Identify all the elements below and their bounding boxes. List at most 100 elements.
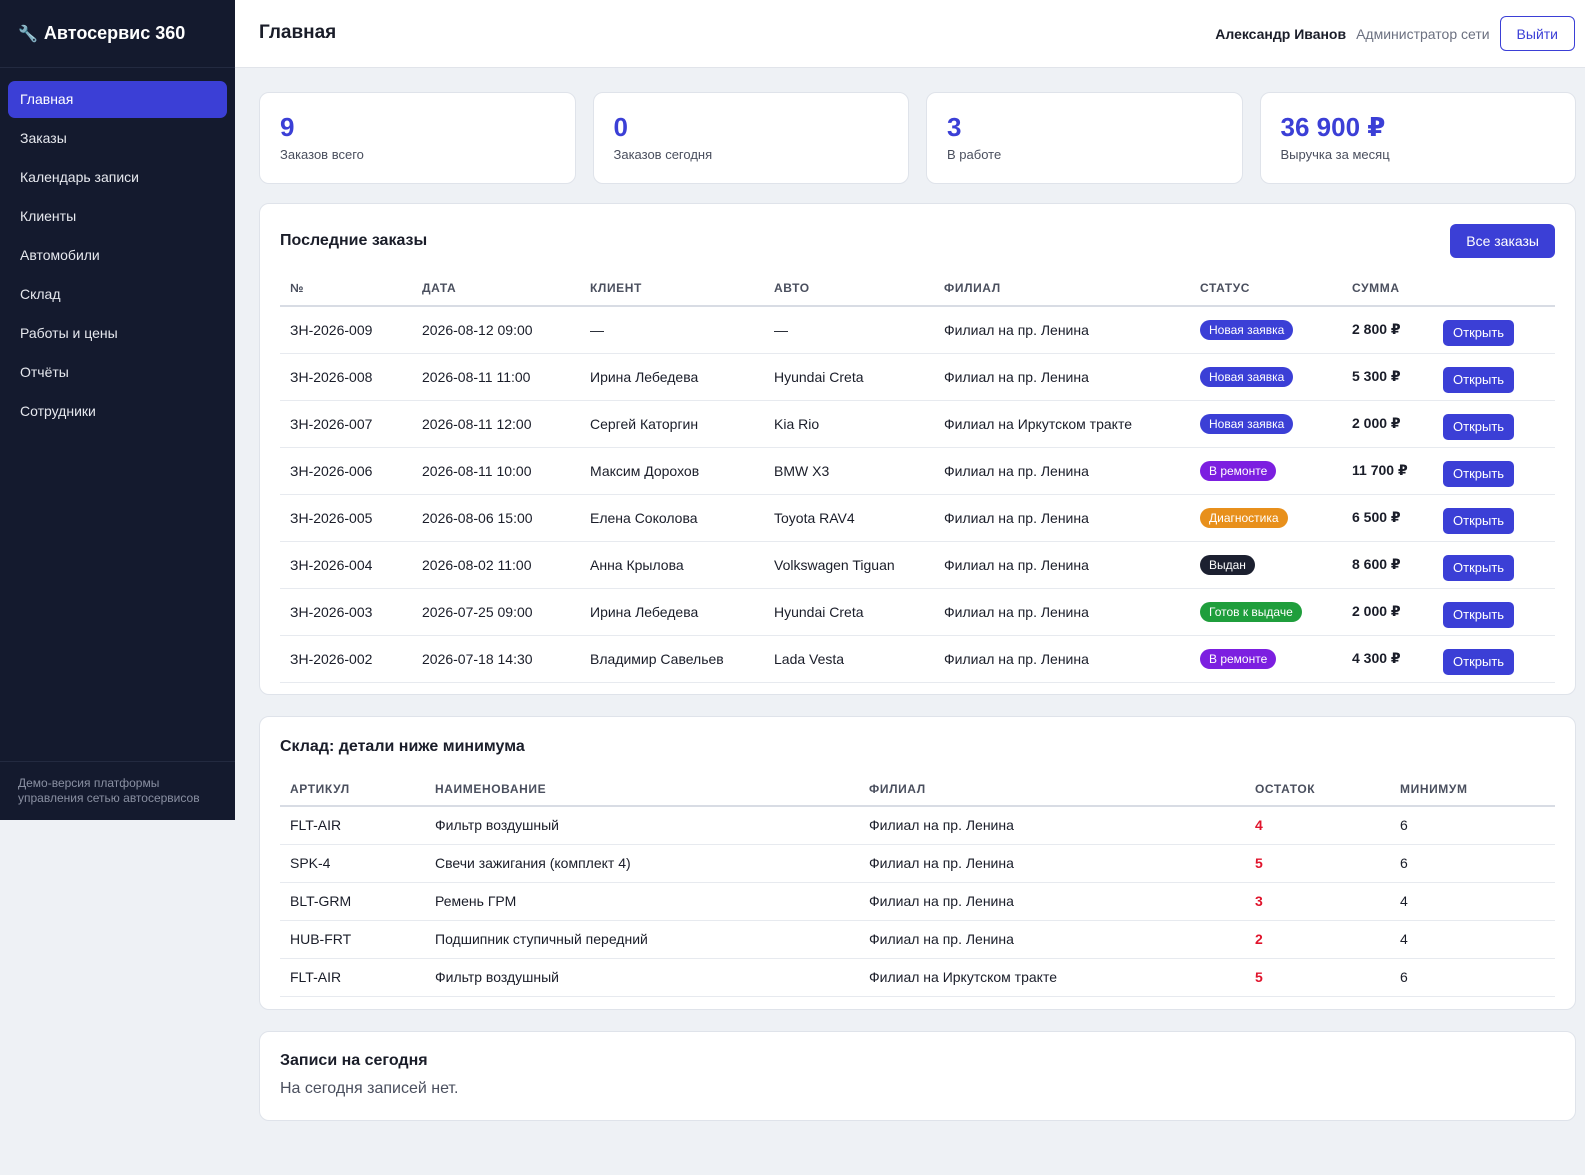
- table-row: ЗН-2026-005 2026-08-06 15:00 Елена Соколов…: [280, 494, 1555, 542]
- part-remaining: 4: [1245, 806, 1390, 845]
- sidebar-item-warehouse[interactable]: Склад: [20, 286, 61, 302]
- user-panel: Александр Иванов Администратор сети Выйт…: [1215, 16, 1575, 51]
- user-role: Администратор сети: [1356, 25, 1490, 42]
- sidebar-item-staff[interactable]: Сотрудники: [20, 403, 96, 419]
- user-name: Александр Иванов: [1215, 25, 1347, 42]
- part-branch: Филиал на Иркутском тракте: [859, 958, 1245, 997]
- order-number: ЗН-2026-009: [280, 306, 412, 354]
- sidebar-item-services[interactable]: Работы и цены: [20, 325, 118, 341]
- order-car: Toyota RAV4: [764, 494, 934, 542]
- order-status-cell: Готов к выдаче: [1190, 588, 1342, 636]
- table-row: HUB-FRT Подшипник ступичный передний Филиа…: [280, 920, 1555, 959]
- status-badge: Новая заявка: [1200, 413, 1294, 434]
- status-badge: В ремонте: [1200, 460, 1277, 481]
- sidebar-item-clients[interactable]: Клиенты: [20, 208, 77, 224]
- order-number: ЗН-2026-007: [280, 400, 412, 448]
- order-action-cell: Открыть: [1433, 306, 1555, 354]
- open-order-button[interactable]: Открыть: [1443, 507, 1515, 534]
- status-badge: Готов к выдаче: [1200, 601, 1302, 622]
- order-amount: 11 700 ₽: [1342, 447, 1433, 495]
- stat-card-in-progress: 3 В работе: [926, 92, 1243, 184]
- order-client: —: [580, 306, 764, 354]
- wrench-icon: 🔧: [18, 25, 38, 43]
- all-orders-button[interactable]: Все заказы: [1450, 224, 1555, 258]
- order-number: ЗН-2026-003: [280, 588, 412, 636]
- table-row: SPK-4 Свечи зажигания (комплект 4) Филиал …: [280, 844, 1555, 883]
- column-header: №: [280, 270, 412, 307]
- open-order-button[interactable]: Открыть: [1443, 319, 1515, 346]
- order-car: Volkswagen Tiguan: [764, 541, 934, 589]
- stat-label: Заказов сегодня: [613, 147, 713, 162]
- order-client: Ирина Лебедева: [580, 353, 764, 401]
- brand-title: Автосервис 360: [43, 23, 186, 43]
- order-client: Елена Соколова: [580, 494, 764, 542]
- order-car: Hyundai Creta: [764, 353, 934, 401]
- stat-value: 9: [280, 112, 295, 142]
- table-row: ЗН-2026-008 2026-08-11 11:00 Ирина Лебедев…: [280, 353, 1555, 401]
- order-status-cell: В ремонте: [1190, 447, 1342, 495]
- part-branch: Филиал на пр. Ленина: [859, 844, 1245, 883]
- table-row: ЗН-2026-007 2026-08-11 12:00 Сергей Каторг…: [280, 400, 1555, 448]
- logout-button[interactable]: Выйти: [1499, 16, 1575, 51]
- sidebar-item-reports[interactable]: Отчёты: [20, 364, 69, 380]
- part-branch: Филиал на пр. Ленина: [859, 920, 1245, 959]
- open-order-button[interactable]: Открыть: [1443, 460, 1515, 487]
- brand[interactable]: 🔧 Автосервис 360: [0, 0, 235, 68]
- stat-label: Заказов всего: [280, 147, 364, 162]
- order-number: ЗН-2026-004: [280, 541, 412, 589]
- column-header: ДАТА: [412, 270, 580, 307]
- part-branch: Филиал на пр. Ленина: [859, 806, 1245, 845]
- column-header: [1433, 270, 1555, 307]
- stats-row: 9 Заказов всего 0 Заказов сегодня 3 В ра…: [259, 92, 1576, 184]
- order-date: 2026-07-18 14:30: [412, 635, 580, 683]
- part-minimum: 6: [1390, 844, 1555, 883]
- column-header: НАИМЕНОВАНИЕ: [425, 772, 859, 807]
- open-order-button[interactable]: Открыть: [1443, 413, 1515, 440]
- part-remaining: 5: [1245, 958, 1390, 997]
- stat-value: 36 900 ₽: [1280, 112, 1386, 142]
- order-status-cell: Новая заявка: [1190, 353, 1342, 401]
- sidebar-item-home[interactable]: Главная: [8, 81, 227, 118]
- status-badge: Выдан: [1200, 554, 1255, 575]
- recent-orders-panel: Последние заказы Все заказы № ДАТА КЛИЕН…: [259, 203, 1576, 695]
- sidebar-item-orders[interactable]: Заказы: [20, 130, 67, 146]
- sidebar-item-calendar[interactable]: Календарь записи: [20, 169, 139, 185]
- order-car: Hyundai Creta: [764, 588, 934, 636]
- order-number: ЗН-2026-002: [280, 635, 412, 683]
- sidebar: 🔧 Автосервис 360 Главная Заказы Календар…: [0, 0, 235, 820]
- table-row: ЗН-2026-003 2026-07-25 09:00 Ирина Лебедев…: [280, 588, 1555, 636]
- order-action-cell: Открыть: [1433, 353, 1555, 401]
- order-action-cell: Открыть: [1433, 541, 1555, 589]
- orders-table-body: ЗН-2026-009 2026-08-12 09:00— — Филиал на п…: [280, 306, 1555, 683]
- column-header: АРТИКУЛ: [280, 772, 425, 807]
- order-date: 2026-08-11 11:00: [412, 353, 580, 401]
- open-order-button[interactable]: Открыть: [1443, 554, 1515, 581]
- part-sku: HUB-FRT: [280, 920, 425, 959]
- order-number: ЗН-2026-005: [280, 494, 412, 542]
- table-row: FLT-AIR Фильтр воздушный Филиал на Иркутск…: [280, 958, 1555, 997]
- order-branch: Филиал на пр. Ленина: [934, 306, 1190, 354]
- recent-orders-title: Последние заказы: [280, 232, 428, 249]
- open-order-button[interactable]: Открыть: [1443, 648, 1515, 675]
- order-client: Владимир Савельев: [580, 635, 764, 683]
- appointments-panel: Записи на сегодня На сегодня записей нет…: [259, 1031, 1576, 1121]
- open-order-button[interactable]: Открыть: [1443, 601, 1515, 628]
- order-branch: Филиал на пр. Ленина: [934, 588, 1190, 636]
- part-remaining: 3: [1245, 882, 1390, 921]
- open-order-button[interactable]: Открыть: [1443, 366, 1515, 393]
- low-stock-panel: Склад: детали ниже минимума АРТИКУЛ НАИМ…: [259, 716, 1576, 1010]
- column-header: КЛИЕНТ: [580, 270, 764, 307]
- part-minimum: 4: [1390, 882, 1555, 921]
- table-row: FLT-AIR Фильтр воздушный Филиал на пр. Лен…: [280, 806, 1555, 845]
- table-row: BLT-GRM Ремень ГРМ Филиал на пр. Ленина 3 4: [280, 882, 1555, 921]
- order-client: Максим Дорохов: [580, 447, 764, 495]
- sidebar-item-cars[interactable]: Автомобили: [20, 247, 100, 263]
- order-client: Ирина Лебедева: [580, 588, 764, 636]
- order-branch: Филиал на пр. Ленина: [934, 447, 1190, 495]
- order-branch: Филиал на пр. Ленина: [934, 494, 1190, 542]
- order-action-cell: Открыть: [1433, 635, 1555, 683]
- order-status-cell: В ремонте: [1190, 635, 1342, 683]
- order-date: 2026-08-06 15:00: [412, 494, 580, 542]
- order-branch: Филиал на пр. Ленина: [934, 353, 1190, 401]
- order-amount: 6 500 ₽: [1342, 494, 1433, 542]
